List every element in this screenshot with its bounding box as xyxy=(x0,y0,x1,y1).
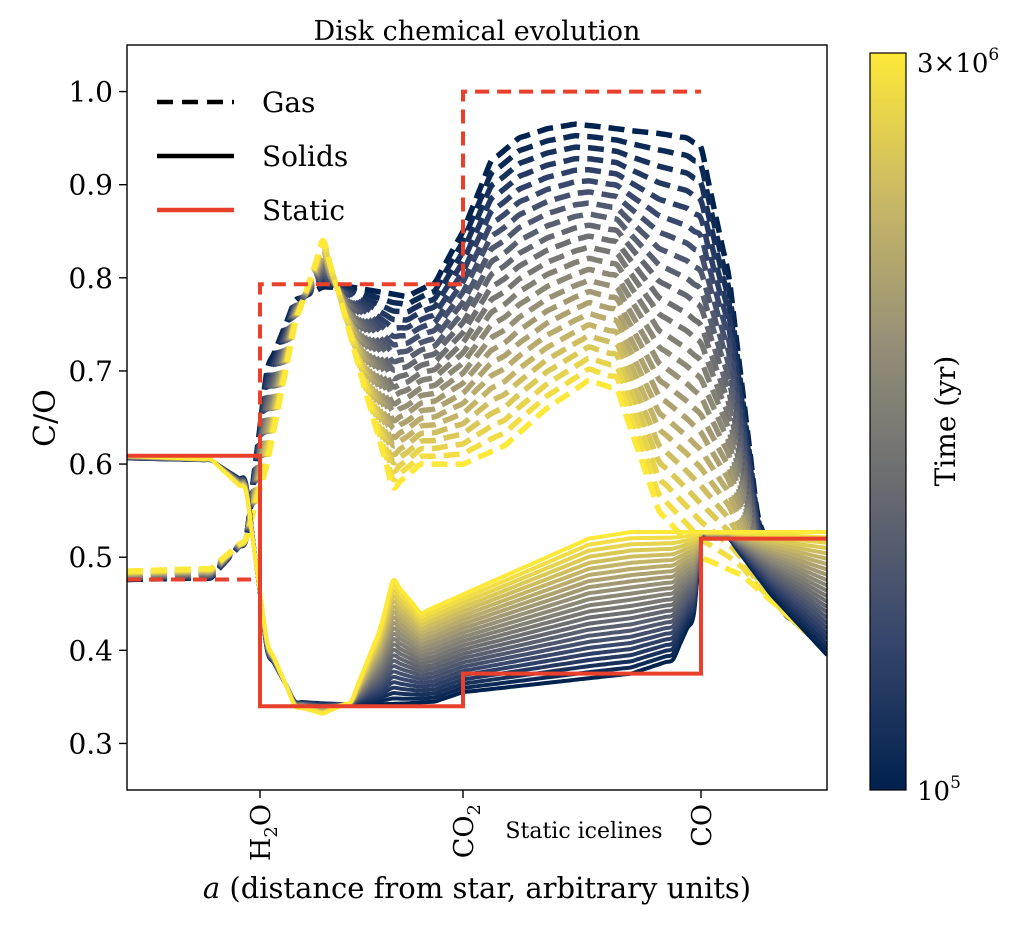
y-axis-label: C/O xyxy=(28,389,63,447)
x-axis-label: a (distance from star, arbitrary units) xyxy=(203,871,751,905)
solids-curve xyxy=(127,455,827,708)
chart-title: Disk chemical evolution xyxy=(314,16,641,47)
gas-evolution-curves xyxy=(127,121,827,653)
colorbar-min-label: 105 xyxy=(917,773,961,807)
y-tick-label: 0.5 xyxy=(68,541,113,574)
plot-lines xyxy=(127,89,827,716)
colorbar: 3×106 105 Time (yr) xyxy=(869,45,999,807)
gas-curve xyxy=(127,237,827,653)
legend-label-solids: Solids xyxy=(262,140,348,173)
x-tick-label-h2o: H2O xyxy=(246,804,282,861)
colorbar-label: Time (yr) xyxy=(929,356,962,487)
colorbar-max-label: 3×106 xyxy=(917,45,999,79)
x-annotation: Static icelines xyxy=(505,819,662,844)
y-tick-label: 0.7 xyxy=(68,355,113,388)
y-axis: 0.3 0.4 0.5 0.6 0.7 0.8 0.9 1.0 xyxy=(68,76,127,760)
colorbar-max-mantissa: 3×10 xyxy=(917,49,988,79)
colorbar-max-exponent: 6 xyxy=(988,45,999,65)
solids-curve xyxy=(127,455,827,711)
y-tick-label: 0.3 xyxy=(68,727,113,760)
legend-label-gas: Gas xyxy=(262,86,315,119)
y-tick-label: 0.6 xyxy=(68,448,113,481)
x-tick-label-co: CO xyxy=(687,804,718,847)
plot-frame xyxy=(126,44,828,791)
static-gas-line xyxy=(127,89,701,582)
x-axis: H2O CO2 CO xyxy=(246,790,718,861)
y-tick-label: 1.0 xyxy=(68,76,113,109)
x-tick-label-co2: CO2 xyxy=(449,804,485,858)
y-tick-label: 0.9 xyxy=(68,169,113,202)
colorbar-min-exponent: 5 xyxy=(950,773,961,793)
y-tick-label: 0.4 xyxy=(68,634,113,667)
solids-curve xyxy=(127,453,827,716)
static-solids-line xyxy=(127,453,827,709)
colorbar-gradient xyxy=(869,52,907,791)
legend: Gas Solids Static xyxy=(157,86,348,227)
colorbar-min-mantissa: 10 xyxy=(917,777,950,807)
y-tick-label: 0.8 xyxy=(68,262,113,295)
legend-label-static: Static xyxy=(262,194,345,227)
